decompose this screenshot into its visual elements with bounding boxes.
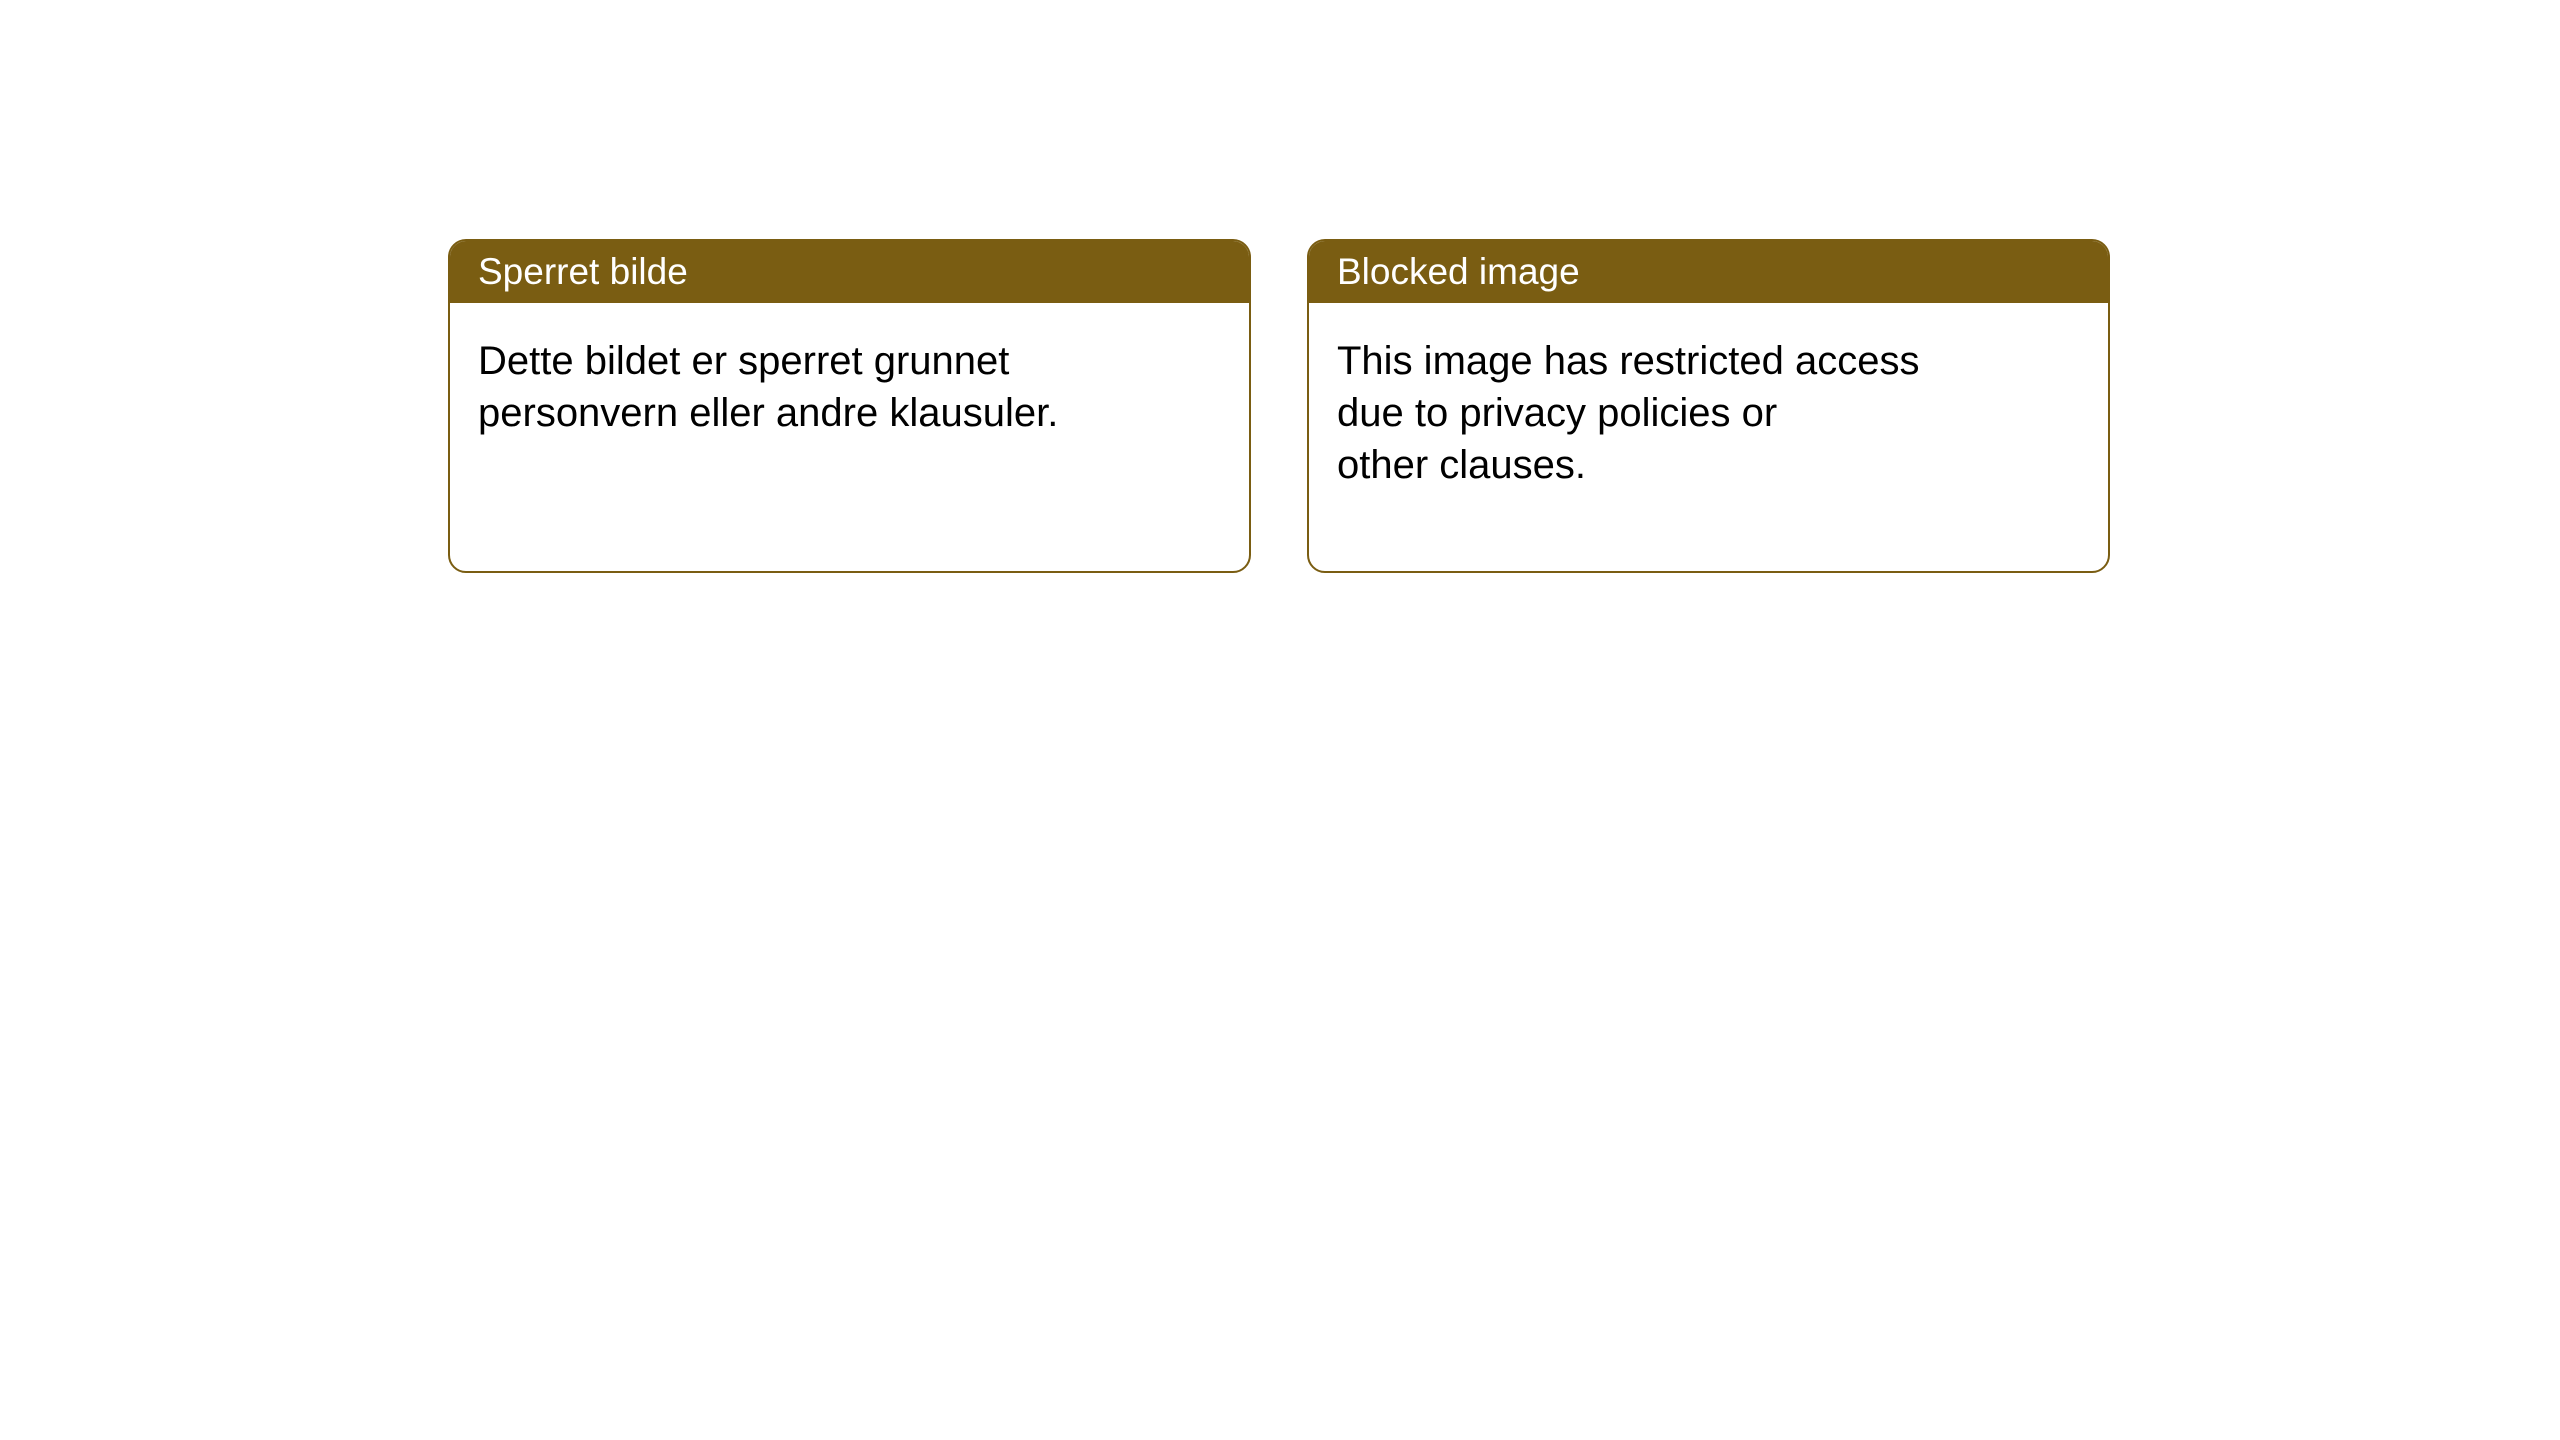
notice-cards-container: Sperret bilde Dette bildet er sperret gr…	[448, 239, 2110, 573]
notice-header: Sperret bilde	[450, 241, 1249, 303]
notice-header: Blocked image	[1309, 241, 2108, 303]
notice-title: Blocked image	[1337, 251, 1580, 293]
notice-body: Dette bildet er sperret grunnet personve…	[450, 303, 1249, 471]
notice-card-english: Blocked image This image has restricted …	[1307, 239, 2110, 573]
notice-body: This image has restricted access due to …	[1309, 303, 2108, 523]
notice-title: Sperret bilde	[478, 251, 688, 293]
notice-card-norwegian: Sperret bilde Dette bildet er sperret gr…	[448, 239, 1251, 573]
